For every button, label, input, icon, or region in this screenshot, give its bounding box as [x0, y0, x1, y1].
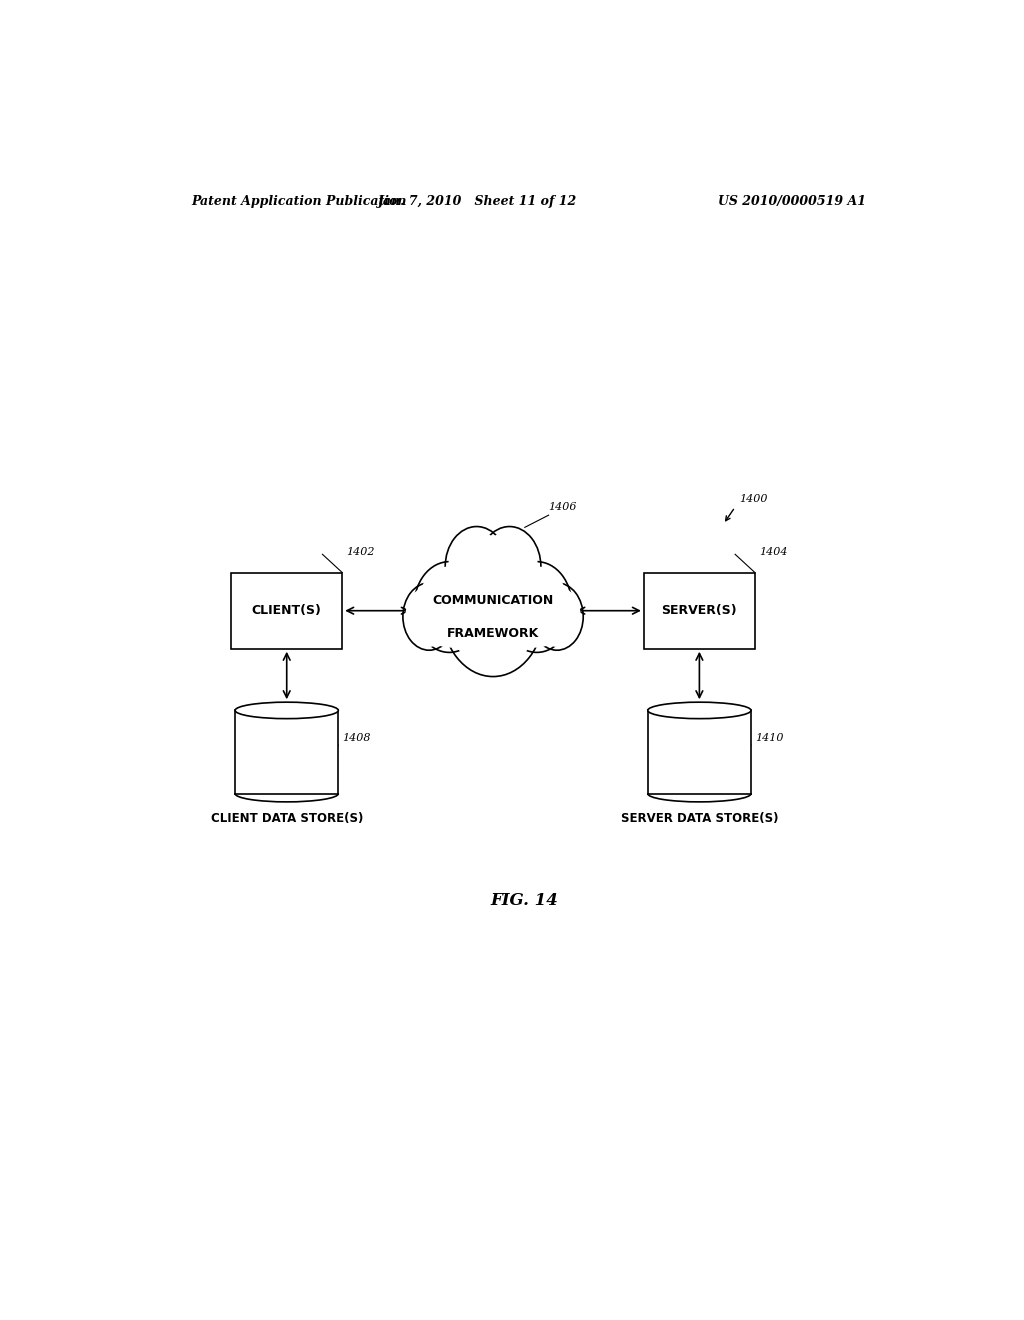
Circle shape	[530, 583, 584, 651]
Ellipse shape	[236, 702, 338, 718]
Ellipse shape	[648, 702, 751, 718]
Bar	[648, 710, 751, 793]
Circle shape	[441, 545, 545, 677]
FancyBboxPatch shape	[231, 573, 342, 649]
Text: CLIENT(S): CLIENT(S)	[252, 605, 322, 618]
Circle shape	[449, 532, 504, 602]
Text: FRAMEWORK: FRAMEWORK	[446, 627, 540, 640]
Text: Patent Application Publication: Patent Application Publication	[191, 194, 407, 207]
Text: 1402: 1402	[346, 548, 375, 557]
Circle shape	[502, 562, 572, 652]
Text: FIG. 14: FIG. 14	[490, 892, 559, 909]
Circle shape	[402, 583, 456, 651]
Text: COMMUNICATION: COMMUNICATION	[432, 594, 554, 607]
Text: 1404: 1404	[759, 548, 787, 557]
Circle shape	[447, 553, 539, 669]
Text: CLIENT DATA STORE(S): CLIENT DATA STORE(S)	[211, 812, 362, 825]
Circle shape	[534, 587, 580, 647]
Text: 1410: 1410	[755, 734, 783, 743]
Text: Jan. 7, 2010   Sheet 11 of 12: Jan. 7, 2010 Sheet 11 of 12	[378, 194, 577, 207]
Ellipse shape	[648, 785, 751, 801]
Circle shape	[482, 532, 538, 602]
Ellipse shape	[236, 785, 338, 801]
Bar	[236, 710, 338, 793]
Text: US 2010/0000519 A1: US 2010/0000519 A1	[718, 194, 866, 207]
Text: 1400: 1400	[739, 494, 768, 504]
Circle shape	[418, 568, 480, 647]
Circle shape	[414, 562, 484, 652]
Circle shape	[407, 587, 453, 647]
Text: SERVER(S): SERVER(S)	[662, 605, 737, 618]
Text: 1406: 1406	[549, 502, 578, 512]
Circle shape	[506, 568, 568, 647]
Text: SERVER DATA STORE(S): SERVER DATA STORE(S)	[621, 812, 778, 825]
Circle shape	[445, 527, 508, 607]
FancyBboxPatch shape	[644, 573, 755, 649]
Text: 1408: 1408	[342, 734, 371, 743]
Circle shape	[478, 527, 541, 607]
